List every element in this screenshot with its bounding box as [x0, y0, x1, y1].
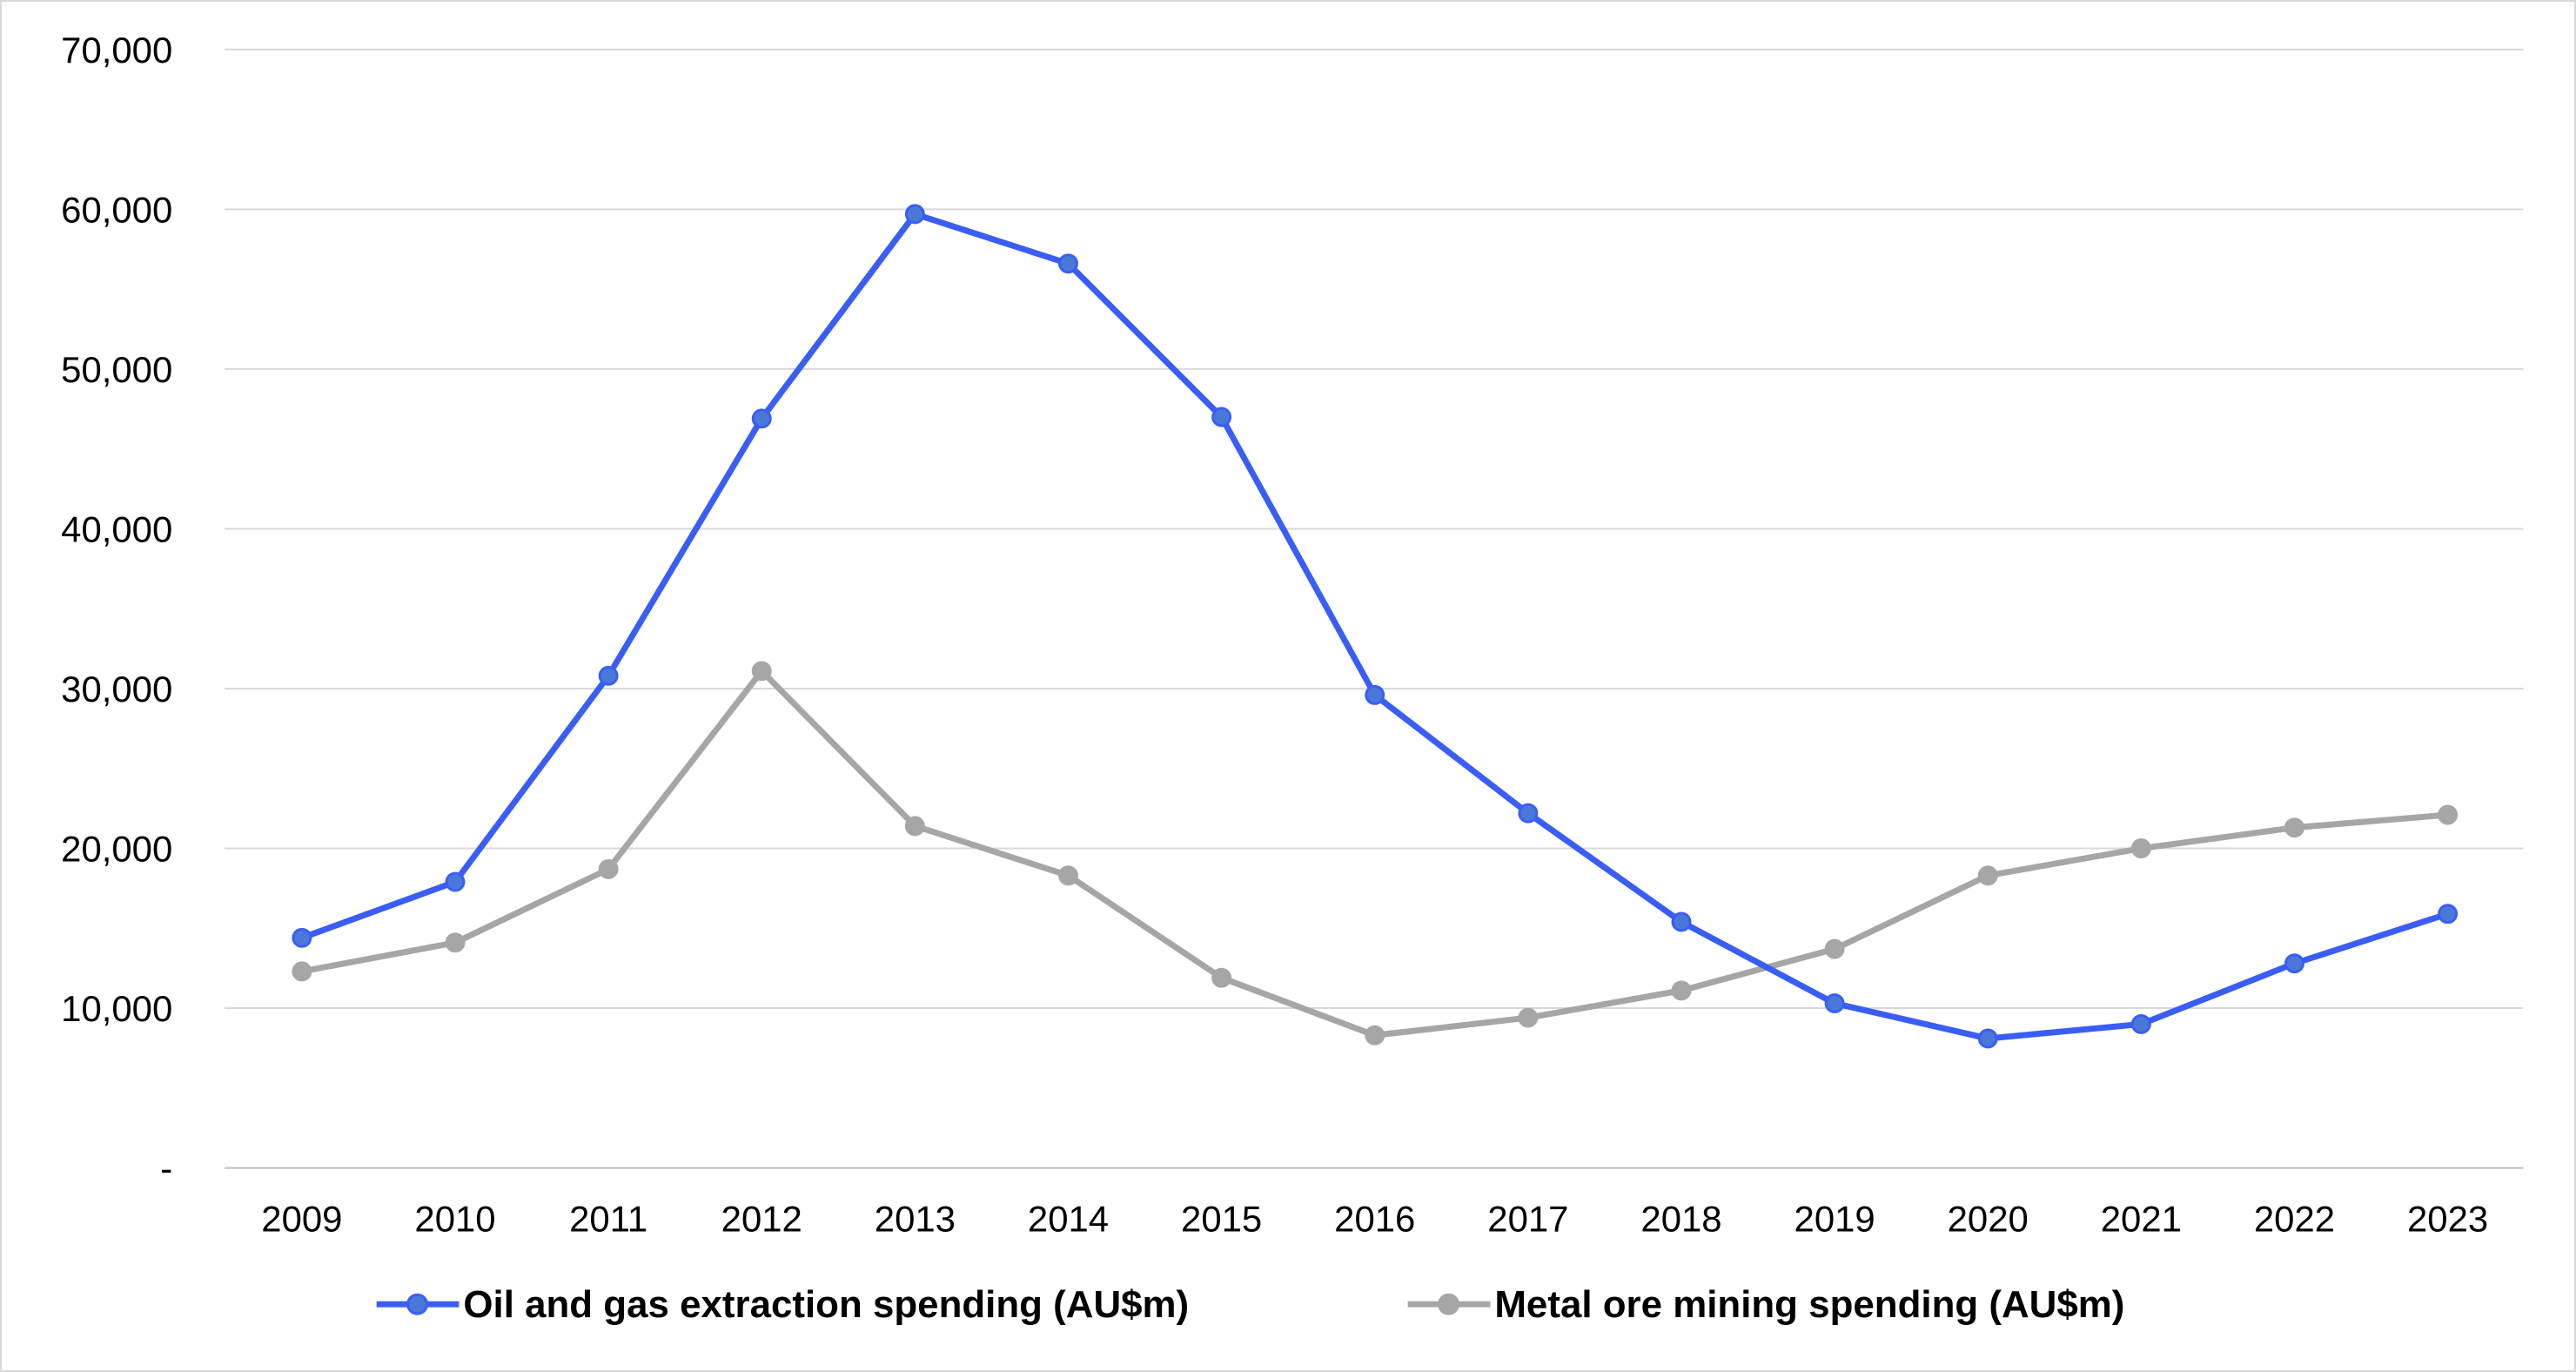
data-point[interactable] — [904, 204, 925, 225]
x-tick-label: 2014 — [1028, 1198, 1109, 1239]
y-tick-label: 30,000 — [61, 669, 172, 710]
legend-item-metal-ore[interactable]: Metal ore mining spending (AU$m) — [1407, 1283, 2125, 1326]
data-point[interactable] — [1211, 407, 1232, 427]
series-line — [301, 668, 2448, 1039]
x-tick-label: 2018 — [1640, 1198, 1721, 1239]
data-point[interactable] — [2284, 817, 2304, 838]
x-tick-label: 2022 — [2254, 1198, 2335, 1239]
data-point[interactable] — [2438, 804, 2459, 825]
data-point[interactable] — [598, 858, 619, 879]
data-point[interactable] — [445, 932, 466, 953]
y-tick-label: 20,000 — [61, 828, 172, 869]
data-point[interactable] — [2438, 904, 2459, 925]
legend-label-metal-ore: Metal ore mining spending (AU$m) — [1494, 1283, 2124, 1326]
data-point[interactable] — [1518, 1007, 1539, 1028]
x-tick-label: 2016 — [1334, 1198, 1415, 1239]
data-point[interactable] — [292, 927, 312, 948]
y-axis-ticks: - 10,000 20,000 30,000 40,000 50,000 60,000 70,… — [61, 30, 172, 1189]
x-tick-label: 2011 — [569, 1198, 647, 1239]
data-point[interactable] — [598, 665, 619, 686]
gridlines — [225, 48, 2524, 1169]
data-point[interactable] — [1671, 911, 1692, 932]
x-tick-label: 2023 — [2407, 1198, 2488, 1239]
x-tick-label: 2015 — [1181, 1198, 1262, 1239]
legend-item-oil-gas[interactable]: Oil and gas extraction spending (AU$m) — [376, 1283, 1190, 1326]
data-point[interactable] — [292, 961, 312, 982]
series-line — [300, 211, 2449, 1042]
y-tick-label: 60,000 — [61, 189, 172, 230]
y-tick-label: 70,000 — [61, 30, 172, 71]
data-point[interactable] — [445, 871, 466, 892]
data-point[interactable] — [2130, 838, 2151, 858]
data-point[interactable] — [2130, 1013, 2151, 1034]
x-tick-label: 2021 — [2101, 1198, 2182, 1239]
series-0 — [292, 204, 2459, 1049]
x-tick-label: 2012 — [721, 1198, 802, 1239]
data-point[interactable] — [751, 408, 772, 429]
data-point[interactable] — [1518, 803, 1539, 824]
legend: Oil and gas extraction spending (AU$m) M… — [376, 1283, 2125, 1326]
data-point[interactable] — [751, 661, 772, 682]
x-tick-label: 2010 — [414, 1198, 495, 1239]
legend-marker-metal-ore — [1438, 1293, 1459, 1315]
y-tick-label: 10,000 — [61, 988, 172, 1029]
data-point[interactable] — [1365, 684, 1385, 705]
data-point[interactable] — [1977, 865, 1998, 886]
y-tick-label: - — [160, 1148, 172, 1189]
data-point[interactable] — [1824, 938, 1845, 959]
data-point[interactable] — [1671, 980, 1692, 1001]
x-tick-label: 2017 — [1487, 1198, 1568, 1239]
x-axis-ticks: 2009 2010 2011 2012 2013 2014 2015 2016 2017 2018… — [261, 1198, 2488, 1239]
data-point[interactable] — [904, 816, 925, 837]
series-1 — [292, 661, 2459, 1046]
data-point[interactable] — [1211, 967, 1232, 988]
data-point[interactable] — [1824, 993, 1845, 1014]
data-point[interactable] — [1977, 1028, 1998, 1049]
x-tick-label: 2009 — [261, 1198, 342, 1239]
legend-label-oil-gas: Oil and gas extraction spending (AU$m) — [463, 1283, 1189, 1326]
legend-marker-oil-gas — [406, 1293, 429, 1315]
data-point[interactable] — [1058, 865, 1078, 886]
y-tick-label: 50,000 — [61, 349, 172, 390]
x-tick-label: 2020 — [1948, 1198, 2029, 1239]
data-point[interactable] — [1058, 253, 1078, 274]
data-point[interactable] — [1365, 1025, 1385, 1046]
data-point[interactable] — [2284, 953, 2304, 974]
series-group — [292, 204, 2459, 1049]
x-tick-label: 2013 — [875, 1198, 956, 1239]
y-tick-label: 40,000 — [61, 508, 172, 549]
x-tick-label: 2019 — [1794, 1198, 1875, 1239]
